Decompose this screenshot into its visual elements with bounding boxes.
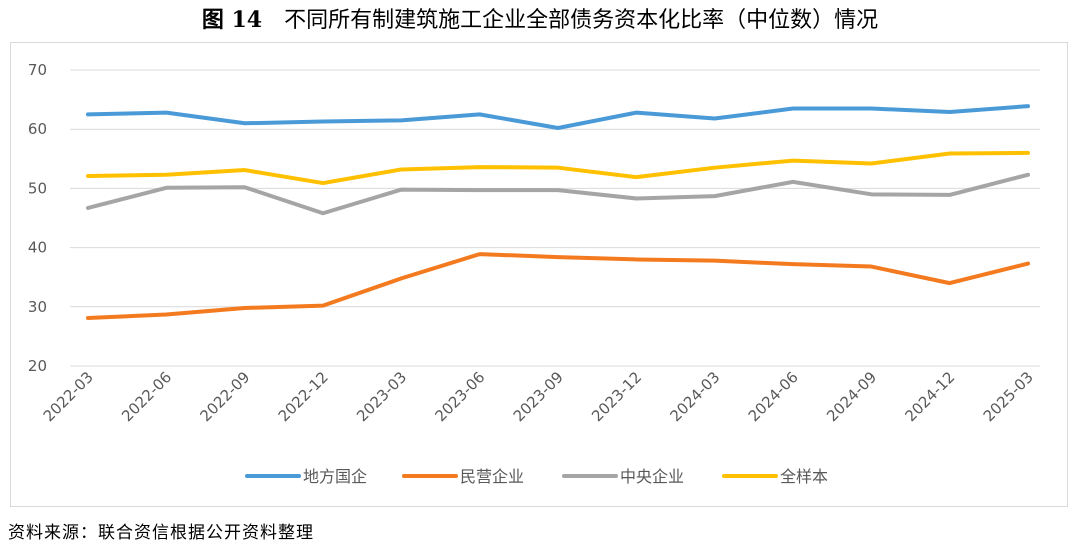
series-line-0 xyxy=(86,104,1030,131)
legend: 地方国企 民营企业 中央企业 全样本 xyxy=(245,467,828,486)
gridlines xyxy=(70,69,1040,367)
legend-label-2: 中央企业 xyxy=(620,467,684,486)
x-tick-label: 2025-03 xyxy=(980,368,1037,425)
source-note: 资料来源：联合资信根据公开资料整理 xyxy=(8,523,314,543)
series-line-3 xyxy=(86,150,1030,186)
series-lines xyxy=(86,104,1030,321)
legend-label-0: 地方国企 xyxy=(303,467,367,486)
y-tick-label: 30 xyxy=(28,298,47,316)
chart-frame xyxy=(10,42,1068,507)
series-line-2 xyxy=(86,172,1030,216)
x-tick-label: 2023-12 xyxy=(588,368,645,425)
y-tick-label: 70 xyxy=(28,61,47,79)
x-tick-label: 2023-03 xyxy=(353,368,410,425)
x-tick-label: 2023-06 xyxy=(431,368,488,425)
x-tick-label: 2022-12 xyxy=(275,368,332,425)
x-tick-label: 2022-09 xyxy=(196,368,253,425)
x-axis-ticks: 2022-03 2022-06 2022-09 2022-12 2023-03 2023-… xyxy=(40,368,1037,425)
x-tick-label: 2024-06 xyxy=(745,368,802,425)
x-tick-label: 2022-06 xyxy=(118,368,175,425)
y-tick-label: 40 xyxy=(28,239,47,257)
x-tick-label: 2023-09 xyxy=(510,368,567,425)
x-tick-label: 2024-09 xyxy=(823,368,880,425)
x-tick-label: 2022-03 xyxy=(40,368,97,425)
x-tick-label: 2024-12 xyxy=(901,368,958,425)
legend-label-1: 民营企业 xyxy=(460,467,524,486)
y-tick-label: 20 xyxy=(28,357,47,375)
figure-title-text: 不同所有制建筑施工企业全部债务资本化比率（中位数）情况 xyxy=(284,8,879,33)
y-axis-ticks: 20 30 40 50 60 70 xyxy=(28,61,47,375)
legend-label-3: 全样本 xyxy=(780,467,828,486)
figure-number: 图 14 xyxy=(201,7,263,33)
y-tick-label: 60 xyxy=(28,120,47,138)
x-tick-label: 2024-03 xyxy=(666,368,723,425)
y-tick-label: 50 xyxy=(28,179,47,197)
chart-title: 图 14 不同所有制建筑施工企业全部债务资本化比率（中位数）情况 xyxy=(0,2,1080,34)
series-line-1 xyxy=(86,252,1030,321)
